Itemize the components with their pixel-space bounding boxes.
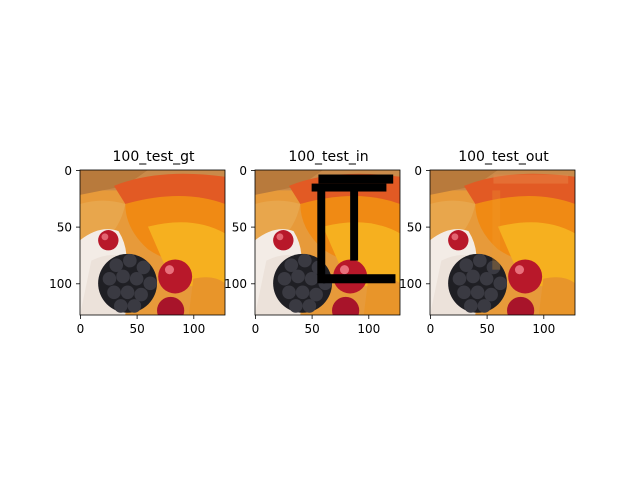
- y-tick-label: 0: [414, 164, 422, 178]
- axes-frame: [254, 169, 401, 316]
- x-tick-label: 0: [252, 322, 260, 336]
- y-tick-label: 50: [407, 221, 422, 235]
- x-tick-label: 0: [77, 322, 85, 336]
- image-out: [430, 170, 575, 315]
- x-tick-label: 0: [427, 322, 435, 336]
- y-tick-label: 100: [224, 277, 247, 291]
- panel-out: 100_test_out 0 50 100 0 50 100: [399, 149, 576, 336]
- panel-title: 100_test_in: [288, 149, 368, 165]
- x-tick-label: 50: [129, 322, 144, 336]
- panel-title: 100_test_out: [458, 149, 549, 165]
- panel-in: 100_test_in 0 50 100 0 50: [224, 149, 401, 336]
- panel-gt: 100_test_gt 0 50 100 0 50 100: [49, 149, 226, 336]
- y-tick-label: 100: [49, 277, 72, 291]
- x-tick-label: 50: [304, 322, 319, 336]
- image-gt: [80, 170, 225, 315]
- y-tick-label: 0: [64, 164, 72, 178]
- axes-frame: [429, 169, 576, 316]
- panel-title: 100_test_gt: [113, 149, 195, 165]
- image-in: [255, 170, 400, 315]
- x-tick-label: 50: [479, 322, 494, 336]
- axes-frame: [79, 169, 226, 316]
- x-tick-label: 100: [357, 322, 380, 336]
- mask-strokes: [311, 174, 396, 284]
- y-tick-label: 100: [399, 277, 422, 291]
- y-tick-label: 50: [232, 221, 247, 235]
- y-tick-label: 0: [239, 164, 247, 178]
- x-tick-label: 100: [532, 322, 555, 336]
- y-tick-label: 50: [57, 221, 72, 235]
- x-tick-label: 100: [182, 322, 205, 336]
